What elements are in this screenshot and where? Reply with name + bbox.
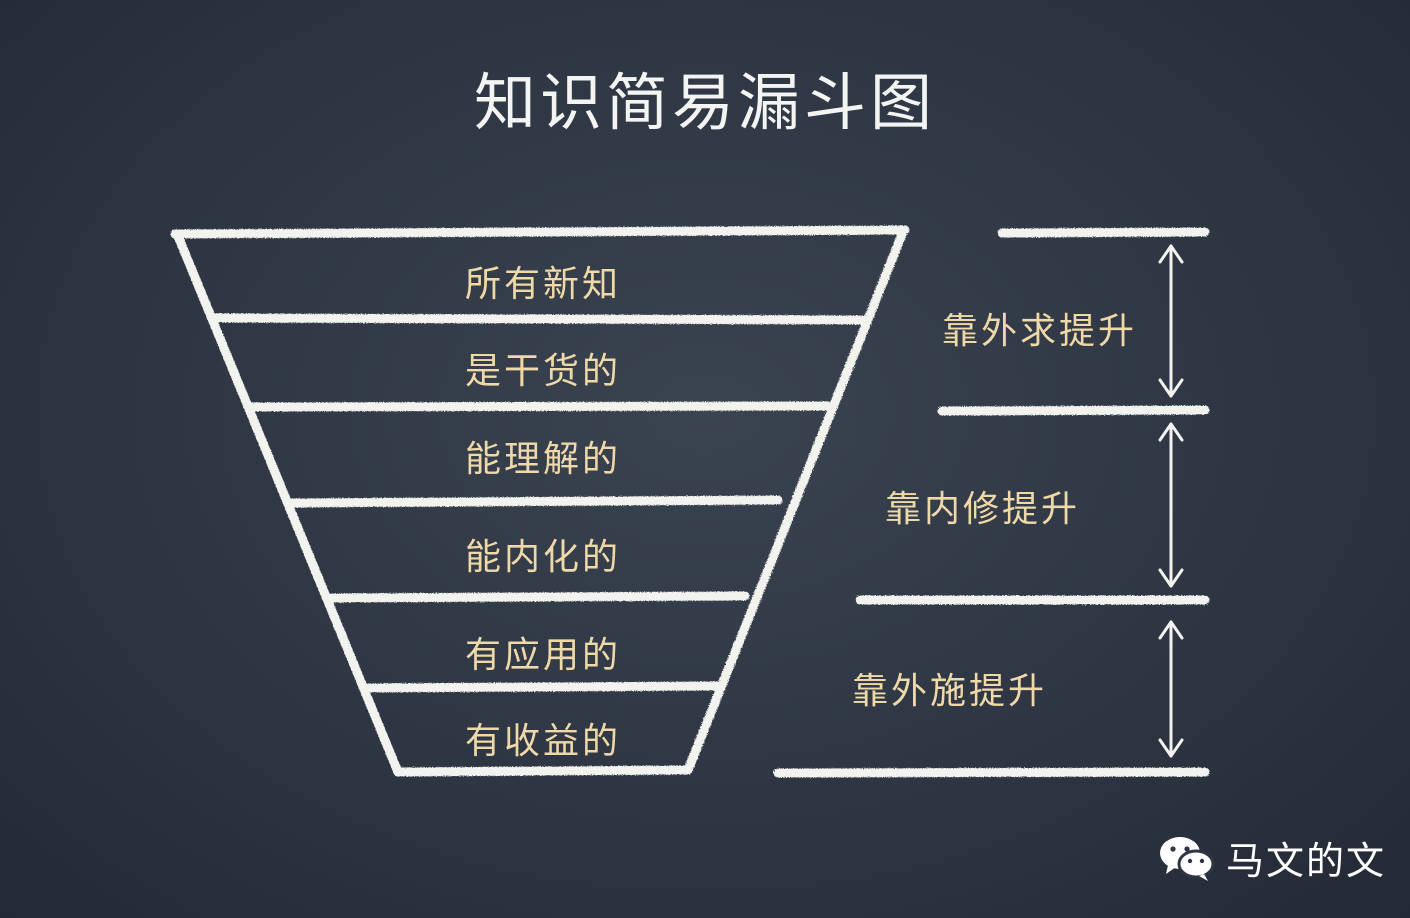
funnel-bottom-edge: [393, 765, 693, 777]
wechat-watermark: 马文的文: [1158, 830, 1386, 885]
funnel-stage-4: 能内化的: [464, 537, 621, 578]
arrow-head-up-2: [1158, 422, 1184, 442]
level-line-4: [773, 767, 1210, 778]
level-line-2: [937, 405, 1210, 416]
funnel-divider-2: [245, 401, 833, 412]
funnel-divider-5: [363, 681, 723, 693]
arrow-head-up-1: [1158, 244, 1184, 264]
funnel-top-edge: [170, 225, 910, 239]
funnel-stage-3: 能理解的: [464, 439, 621, 480]
arrow-head-up-3: [1158, 620, 1184, 640]
diagram-title: 知识简易漏斗图: [473, 66, 936, 139]
funnel-divider-3: [287, 495, 783, 508]
funnel-divider-4: [327, 591, 750, 603]
arrow-head-down-2: [1158, 568, 1184, 588]
account-name: 马文的文: [1226, 839, 1387, 883]
funnel-stage-1: 所有新知: [464, 264, 621, 305]
wechat-icon: [1160, 836, 1215, 881]
arrow-head-down-1: [1158, 378, 1184, 398]
side-label-external-learning: 靠外求提升: [942, 311, 1138, 352]
level-line-1: [997, 227, 1210, 238]
funnel-right-edge: [683, 227, 908, 775]
side-label-internal-cultivation: 靠内修提升: [885, 489, 1081, 530]
funnel-stage-2: 是干货的: [464, 351, 621, 392]
arrow-head-down-3: [1158, 738, 1184, 758]
funnel-stage-6: 有收益的: [464, 721, 621, 762]
side-label-external-application: 靠外施提升: [852, 671, 1048, 712]
funnel-stage-5: 有应用的: [464, 635, 621, 676]
funnel-divider-1: [210, 313, 867, 325]
